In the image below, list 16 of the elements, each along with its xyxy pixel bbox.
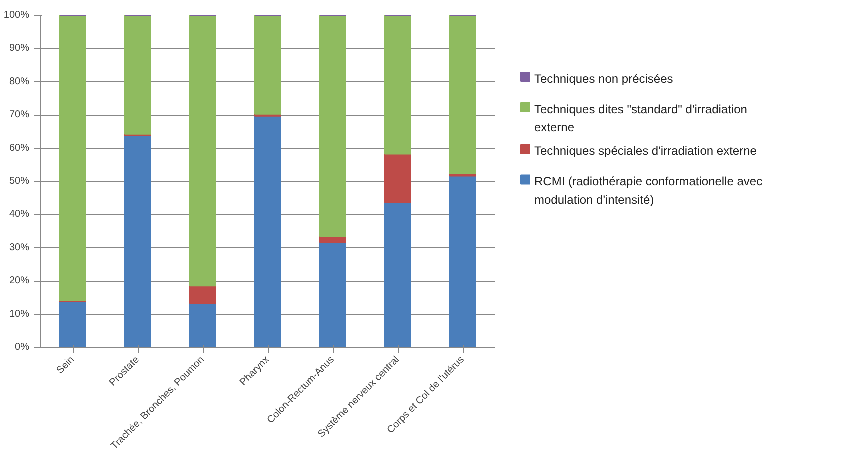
y-tick-label: 90%: [9, 43, 30, 54]
x-tick-label: Sein: [54, 354, 77, 377]
y-tick-label: 80%: [9, 76, 30, 88]
y-tick-label: 20%: [9, 276, 30, 287]
legend-label: RCMI (radiothérapie conformationelle avec modulation d'intensité): [534, 174, 763, 207]
y-tick-label: 0%: [15, 342, 30, 353]
y-tick-label: 50%: [9, 176, 30, 187]
legend-label: Techniques spéciales d'irradiation externe: [534, 144, 758, 158]
legend-label: Techniques non précisées: [534, 72, 674, 86]
y-tick-label: 30%: [9, 242, 30, 254]
y-tick-label: 70%: [9, 110, 30, 121]
legend-label: Techniques dites "standard" d'irradiation externe: [534, 102, 748, 134]
y-tick-label: 100%: [4, 10, 30, 21]
y-tick-label: 10%: [9, 308, 30, 320]
y-tick-label: 40%: [9, 209, 30, 220]
y-tick-label: 60%: [9, 142, 30, 154]
